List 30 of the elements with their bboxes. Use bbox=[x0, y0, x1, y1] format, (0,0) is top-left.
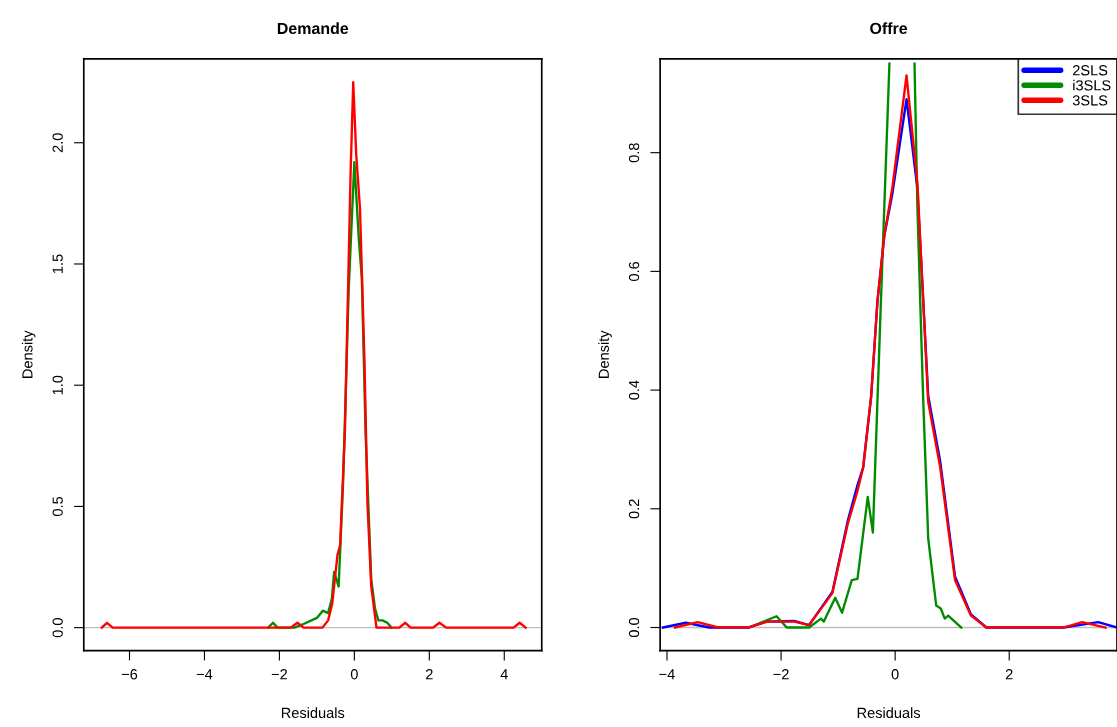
x-tick-label: −2 bbox=[271, 669, 287, 680]
x-tick-label: 2 bbox=[425, 669, 433, 680]
y-tick-label: 1.5 bbox=[52, 254, 63, 274]
legend-label: 3SLS bbox=[1072, 95, 1108, 106]
x-axis-title: Residuals bbox=[857, 707, 921, 719]
x-tick-label: −4 bbox=[196, 669, 213, 680]
x-tick-label: 4 bbox=[500, 669, 508, 680]
y-tick-label: 1.0 bbox=[52, 375, 63, 395]
y-tick-label: 0.2 bbox=[628, 499, 640, 519]
chart-title: Offre bbox=[870, 22, 908, 35]
y-axis-title: Density bbox=[598, 330, 612, 378]
legend-label: 2SLS bbox=[1072, 65, 1108, 76]
x-tick-label: 0 bbox=[350, 669, 358, 680]
x-tick-label: −2 bbox=[773, 669, 789, 680]
x-tick-label: −6 bbox=[121, 669, 138, 680]
x-tick-label: 2 bbox=[1005, 669, 1013, 680]
y-tick-label: 0.6 bbox=[628, 261, 640, 281]
chart-title: Demande bbox=[277, 22, 349, 35]
y-tick-label: 0.5 bbox=[52, 496, 63, 516]
y-tick-label: 0.8 bbox=[628, 143, 640, 163]
line-series bbox=[100, 80, 527, 629]
x-tick-label: −4 bbox=[659, 669, 675, 680]
x-tick-label: 0 bbox=[891, 669, 899, 680]
y-axis-title: Density bbox=[21, 330, 36, 378]
y-tick-label: 0.4 bbox=[628, 380, 640, 400]
y-tick-label: 0.0 bbox=[628, 617, 640, 638]
y-tick-label: 2.0 bbox=[52, 133, 63, 153]
legend-label: i3SLS bbox=[1073, 79, 1111, 91]
x-axis-title: Residuals bbox=[281, 707, 345, 719]
y-tick-label: 0.0 bbox=[52, 618, 63, 638]
